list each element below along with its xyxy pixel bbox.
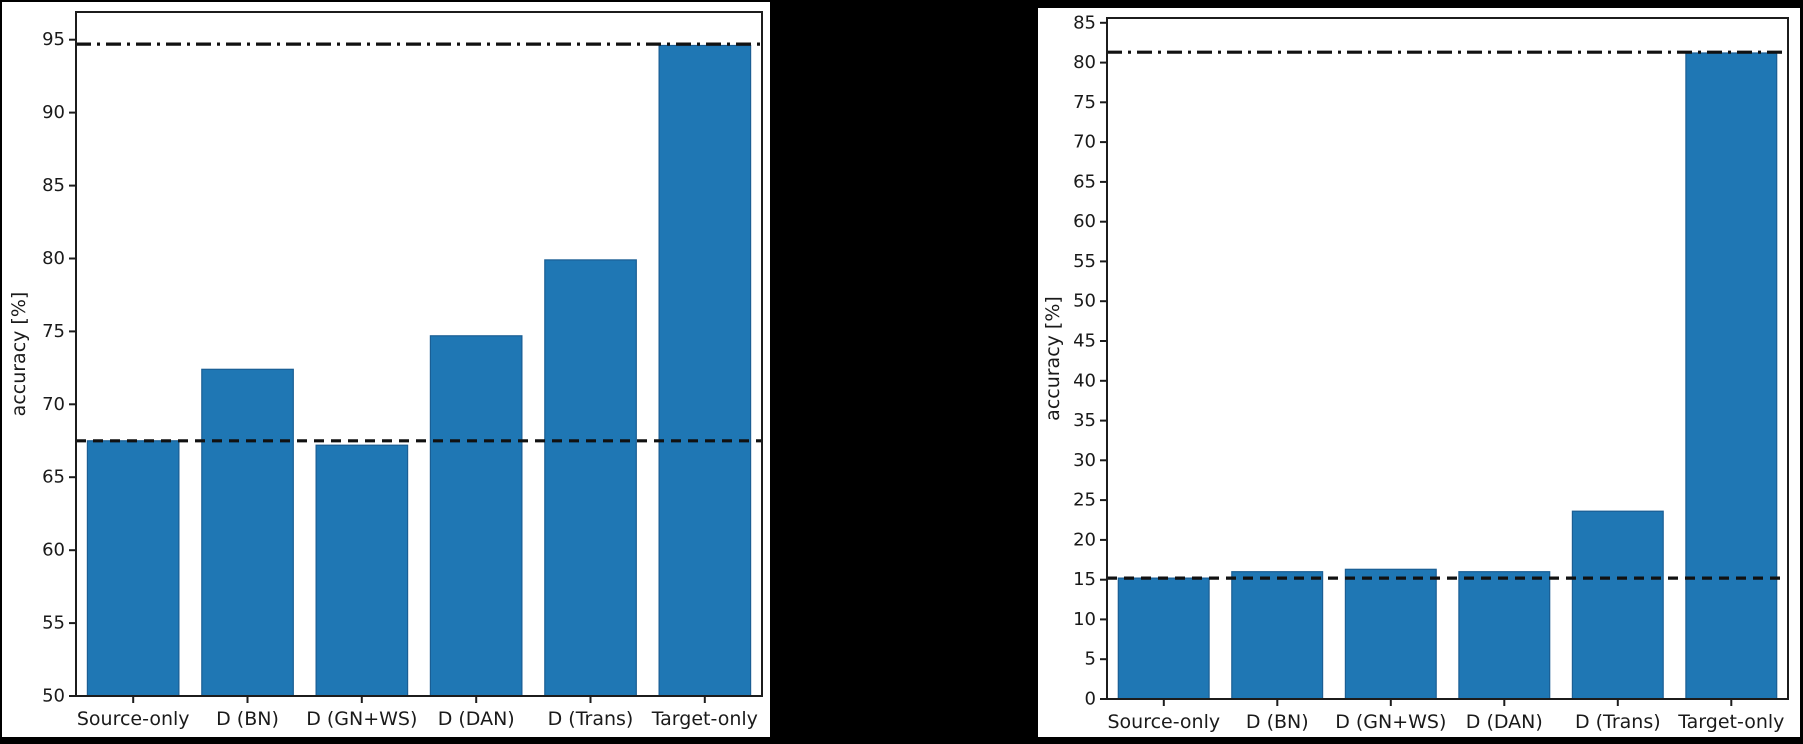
plot-area (1107, 18, 1788, 699)
x-tick-label-d-gn-ws: D (GN+WS) (306, 708, 417, 730)
bar-d-bn (201, 368, 294, 697)
y-tick-label: 30 (1073, 450, 1096, 471)
y-tick-label: 0 (1085, 689, 1096, 710)
bar-target-only (658, 44, 752, 697)
bar-source-only (1117, 577, 1210, 700)
y-tick-label: 90 (42, 102, 65, 123)
bar-source-only (86, 440, 180, 697)
y-tick-label: 60 (1073, 211, 1096, 232)
y-axis-label: accuracy [%] (1042, 296, 1064, 421)
y-tick-label: 80 (42, 248, 65, 269)
bar-target-only (1685, 52, 1778, 700)
x-tick-label-d-trans: D (Trans) (548, 708, 634, 730)
y-axis-label: accuracy [%] (8, 292, 30, 417)
y-tick-label: 35 (1073, 410, 1096, 431)
y-tick-label: 55 (42, 613, 65, 634)
x-tick-label-d-dan: D (DAN) (1466, 711, 1543, 733)
x-tick-label-target-only: Target-only (1677, 711, 1784, 733)
bar-d-bn (1231, 571, 1324, 700)
y-tick-label: 85 (42, 175, 65, 196)
y-tick-label: 5 (1085, 649, 1096, 670)
left-chart-svg: 50 55 60 65 70 75 80 85 90 95 Source-only D (BN) D (… (8, 11, 763, 730)
bar-d-gn-ws (315, 444, 409, 697)
bar-d-trans (544, 259, 637, 697)
bar-d-dan (1458, 571, 1551, 700)
x-tick-label-target-only: Target-only (651, 708, 758, 730)
y-tick-label: 80 (1073, 52, 1096, 73)
y-tick-label: 60 (42, 540, 65, 561)
x-tick-label-d-bn: D (BN) (216, 708, 279, 730)
y-tick-label: 75 (42, 321, 65, 342)
y-tick-label: 10 (1073, 609, 1096, 630)
left-chart-panel: 50 55 60 65 70 75 80 85 90 95 Source-only D (BN) D (… (2, 2, 770, 737)
y-tick-label: 40 (1073, 370, 1096, 391)
y-tick-label: 55 (1073, 251, 1096, 272)
y-tick-label: 95 (42, 29, 65, 50)
x-tick-label-d-bn: D (BN) (1246, 711, 1309, 733)
x-tick-label-d-gn-ws: D (GN+WS) (1335, 711, 1446, 733)
y-tick-label: 65 (42, 467, 65, 488)
y-tick-label: 70 (42, 394, 65, 415)
y-tick-label: 65 (1073, 171, 1096, 192)
y-tick-label: 85 (1073, 12, 1096, 33)
y-tick-label: 15 (1073, 569, 1096, 590)
y-tick-label: 45 (1073, 331, 1096, 352)
bar-d-gn-ws (1344, 568, 1437, 700)
y-tick-label: 25 (1073, 490, 1096, 511)
x-tick-label-d-dan: D (DAN) (438, 708, 515, 730)
axes-frame (75, 11, 763, 697)
y-tick-label: 70 (1073, 132, 1096, 153)
y-tick-label: 20 (1073, 529, 1096, 550)
bar-d-trans (1571, 510, 1664, 700)
plot-area (76, 12, 762, 696)
right-chart-panel: 0 5 10 15 20 25 30 35 40 45 50 55 60 65 70 75 80 85 Source… (1038, 8, 1800, 737)
bar-d-dan (429, 335, 523, 697)
y-tick-label: 50 (1073, 291, 1096, 312)
axes-frame (1106, 17, 1789, 700)
x-tick-label-d-trans: D (Trans) (1575, 711, 1661, 733)
y-tick-label: 50 (42, 686, 65, 707)
y-tick-label: 75 (1073, 92, 1096, 113)
x-tick-label-source-only: Source-only (77, 708, 190, 730)
right-chart-svg: 0 5 10 15 20 25 30 35 40 45 50 55 60 65 70 75 80 85 Source… (1042, 12, 1789, 733)
x-tick-label-source-only: Source-only (1107, 711, 1220, 733)
